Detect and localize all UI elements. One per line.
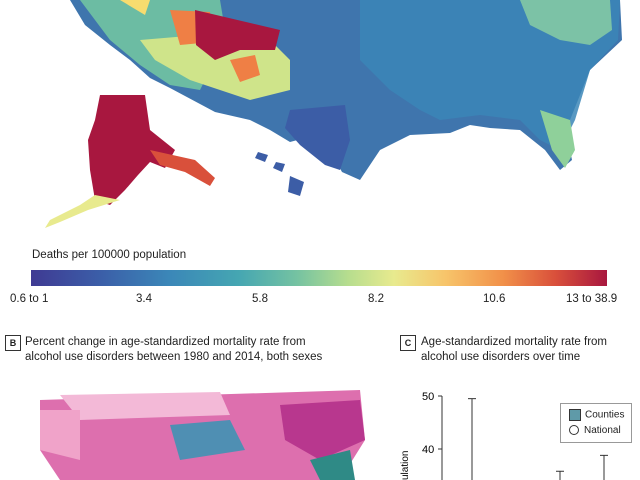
y-tick-40: 40 <box>422 444 434 456</box>
panel-b-title: Percent change in age-standardized morta… <box>25 335 322 365</box>
panel-b-title-line2: alcohol use disorders between 1980 and 2… <box>25 351 323 363</box>
y-axis-label: ulation <box>400 451 411 480</box>
hotspot-orange-south <box>230 55 260 82</box>
legend-national: National <box>569 425 621 436</box>
west-light <box>40 410 80 460</box>
color-scale-bar <box>31 270 607 286</box>
chart-legend: Counties National <box>560 403 632 443</box>
north-band <box>60 392 230 420</box>
hotspot-yellow-north <box>120 0 150 15</box>
tick-label: 8.2 <box>368 293 384 305</box>
national-marker-icon <box>569 425 579 436</box>
mortality-choropleth-map <box>45 0 622 228</box>
mortality-trend-chart: 50 40 ulation <box>400 391 608 480</box>
northeast-region <box>520 0 612 45</box>
alaska-shape <box>88 95 175 205</box>
panel-c-title-line2: alcohol use disorders over time <box>421 351 581 363</box>
hawaii-islands <box>255 152 304 196</box>
tick-label: 10.6 <box>483 293 506 305</box>
florida-region <box>540 110 575 168</box>
tick-label: 5.8 <box>252 293 268 305</box>
tick-label: 13 to 38.9 <box>566 293 618 305</box>
legend-counties-label: Counties <box>585 409 625 421</box>
alaska-panhandle <box>150 150 215 186</box>
legend-title: Deaths per 100000 population <box>32 249 187 261</box>
panel-c-title: Age-standardized mortality rate from alc… <box>421 335 607 365</box>
panel-b-title-line1: Percent change in age-standardized morta… <box>25 336 306 348</box>
y-tick-50: 50 <box>422 391 434 403</box>
texas-region <box>285 105 350 170</box>
east-purple <box>280 400 365 460</box>
percent-change-map <box>40 390 365 480</box>
hotspot-red <box>195 10 280 60</box>
central-blue <box>170 420 245 460</box>
tick-label: 3.4 <box>136 293 152 305</box>
panel-b-badge: B <box>5 335 21 351</box>
legend-counties: Counties <box>569 409 624 421</box>
tick-label: 0.6 to 1 <box>10 293 49 305</box>
counties-swatch <box>569 409 581 421</box>
southeast-teal <box>310 450 355 480</box>
alaska-west-tail <box>45 195 120 228</box>
panel-c-title-line1: Age-standardized mortality rate from <box>421 336 607 348</box>
legend-national-label: National <box>584 425 621 436</box>
panel-c-badge: C <box>400 335 416 351</box>
